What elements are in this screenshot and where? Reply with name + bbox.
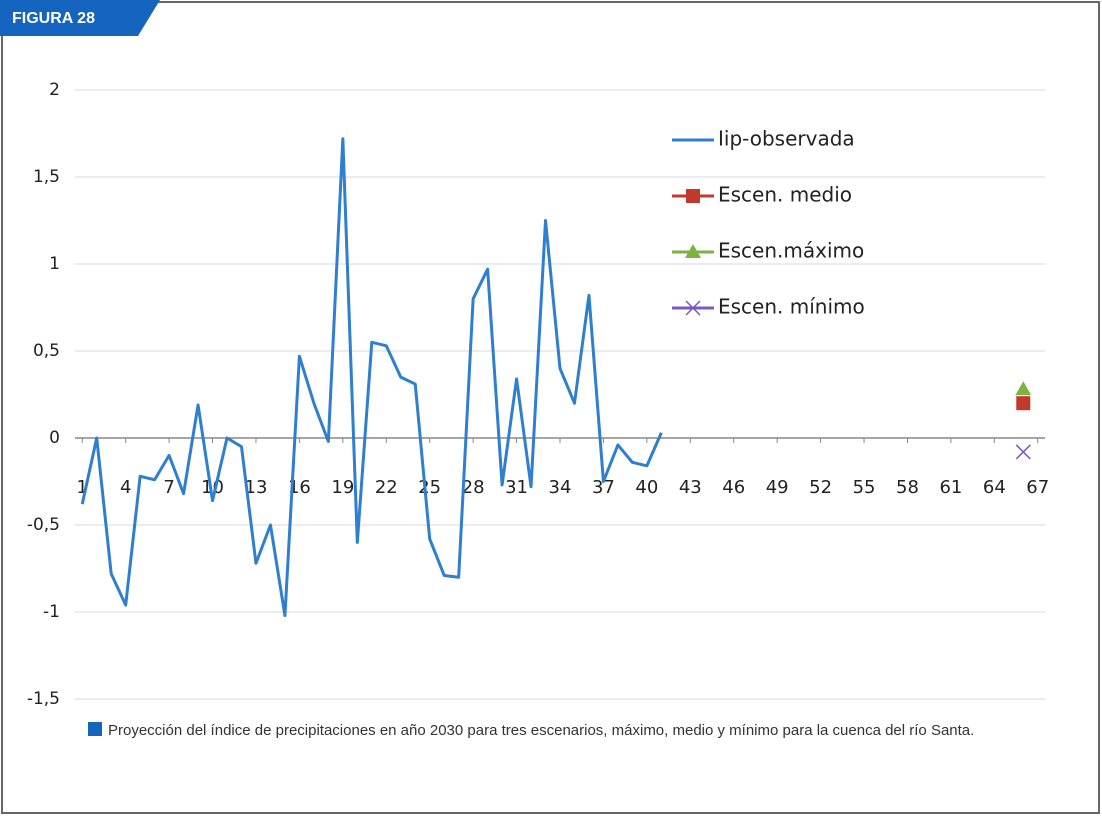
legend-label: Iip-observada	[718, 127, 855, 151]
x-tick-label: 1	[77, 477, 88, 498]
y-tick-label: 1,5	[33, 167, 60, 187]
x-tick-label: 52	[809, 477, 832, 498]
x-tick-label: 31	[505, 477, 528, 498]
x-tick-label: 22	[375, 477, 398, 498]
legend-label: Escen.máximo	[718, 239, 864, 263]
x-tick-label: 43	[679, 477, 702, 498]
series-line	[80, 137, 663, 617]
x-tick-label: 40	[635, 477, 658, 498]
y-tick-label: 2	[49, 80, 60, 100]
y-tick-label: 1	[49, 254, 60, 274]
x-tick-label: 61	[939, 477, 962, 498]
x-tick-label: 13	[245, 477, 268, 498]
x-tick-label: 28	[462, 477, 485, 498]
x-tick-label: 37	[592, 477, 615, 498]
legend-label: Escen. mínimo	[718, 295, 865, 319]
caption-text: Proyección del índice de precipitaciones…	[108, 722, 975, 739]
x-tick-label: 7	[163, 477, 174, 498]
x-tick-label: 67	[1026, 477, 1049, 498]
legend-marker	[686, 189, 700, 203]
x-tick-label: 4	[120, 477, 131, 498]
x-tick-label: 25	[418, 477, 441, 498]
x-tick-label: 64	[983, 477, 1006, 498]
caption: Proyección del índice de precipitaciones…	[88, 718, 988, 744]
marker-triangle	[1015, 381, 1032, 396]
legend-marker	[685, 300, 701, 316]
figure-tab	[0, 0, 160, 36]
y-tick-label: 0,5	[33, 341, 60, 361]
x-tick-label: 46	[722, 477, 745, 498]
legend-label: Escen. medio	[718, 183, 852, 207]
y-tick-label: -1	[43, 602, 60, 622]
x-tick-label: 19	[331, 477, 354, 498]
y-tick-label: -0,5	[27, 515, 60, 535]
x-tick-label: 55	[853, 477, 876, 498]
y-tick-label: -1,5	[27, 689, 60, 709]
y-tick-label: 0	[49, 428, 60, 448]
legend-marker	[685, 244, 701, 258]
x-tick-label: 49	[766, 477, 789, 498]
figure-label: FIGURA 28	[12, 10, 95, 27]
caption-bullet	[88, 722, 102, 736]
x-tick-label: 58	[896, 477, 919, 498]
marker-square	[1016, 396, 1031, 411]
x-tick-label: 34	[549, 477, 572, 498]
marker-x	[1015, 444, 1031, 460]
